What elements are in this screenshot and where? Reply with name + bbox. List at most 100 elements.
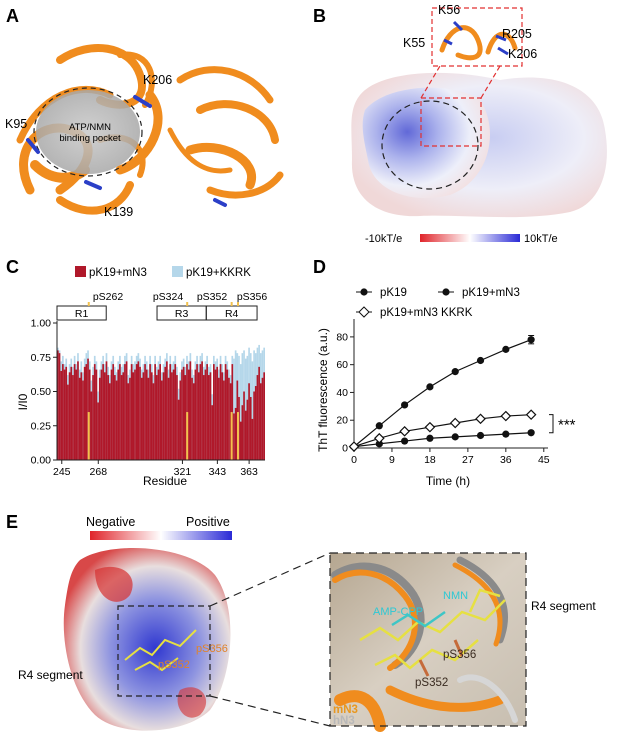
- bar-kkrk: [251, 361, 254, 460]
- bar-mn3: [80, 372, 83, 460]
- data-point-diamond: [348, 441, 360, 452]
- bar-mn3: [167, 377, 170, 460]
- bar-mn3: [90, 391, 93, 460]
- bar-kkrk: [234, 350, 237, 460]
- bar-mn3: [60, 370, 63, 460]
- cartoon-overlay-e: [331, 556, 518, 732]
- label-r4-segment-right: R4 segment: [531, 599, 596, 613]
- data-point-circle: [476, 356, 485, 365]
- chart-d-legend: pK19 pK19+mN3 pK19+mN3 KKRK: [356, 287, 520, 319]
- label-nmn: NMN: [443, 590, 468, 602]
- protein-cartoon-a: [16, 44, 284, 215]
- bar-mn3: [161, 380, 163, 460]
- bar-mn3: [248, 383, 250, 460]
- bar-mn3: [169, 364, 172, 460]
- phospho-label: pS324: [153, 291, 184, 303]
- label-k206-b: K206: [508, 47, 537, 61]
- bar-mn3: [219, 364, 222, 460]
- bar-mn3: [139, 366, 141, 460]
- bar-mn3: [57, 350, 59, 460]
- bar-mn3: [120, 375, 123, 460]
- data-point-diamond: [475, 413, 486, 425]
- data-point-circle: [451, 368, 459, 376]
- series-line: [353, 339, 532, 448]
- bar-mn3: [85, 364, 88, 460]
- bar-mn3: [124, 364, 126, 460]
- chart-d-ytick-label: 60: [336, 359, 348, 371]
- chart-d-ytick-label: 0: [342, 443, 348, 455]
- colorbar-max-label: 10kT/e: [524, 233, 558, 245]
- bar-mn3: [72, 375, 74, 460]
- bar-mn3: [129, 377, 131, 460]
- label-pocket-1: ATP/NMN: [69, 122, 111, 133]
- region-box: [56, 305, 107, 321]
- bar-mn3: [233, 413, 235, 460]
- bar-mn3: [154, 364, 156, 460]
- bar-mn3: [145, 369, 148, 460]
- zoom-box-left-e: [117, 605, 211, 697]
- label-k139: K139: [104, 205, 133, 219]
- bar-mn3: [67, 384, 69, 460]
- bar-mn3: [256, 375, 259, 460]
- bar-mn3: [112, 364, 115, 460]
- bar-mn3: [246, 399, 249, 460]
- panel-letter-a: A: [6, 6, 19, 26]
- bar-mn3: [152, 383, 155, 460]
- data-point-circle: [401, 437, 409, 445]
- bar-mn3: [134, 369, 136, 460]
- bar-mn3: [127, 383, 130, 460]
- label-k55: K55: [403, 36, 425, 50]
- panel-b: B K56 K55 R205 K206 -10kT/e 10kT/e: [313, 3, 607, 245]
- bar-mn3: [216, 366, 219, 460]
- bar-mn3: [159, 364, 161, 460]
- bar-mn3: [221, 372, 224, 460]
- bar-mn3: [125, 361, 128, 460]
- legend-label-kkrk: pK19+KKRK: [186, 267, 251, 279]
- bar-mn3: [63, 369, 66, 460]
- bar-mn3: [97, 402, 99, 460]
- bar-mn3: [75, 369, 78, 460]
- bar-mn3: [239, 421, 242, 460]
- bar-mn3: [142, 372, 145, 460]
- panel-c: C pK19+mN3 pK19+KKRK 0.00 0.25 0.50 0.75 1.0…: [6, 257, 267, 488]
- bar-mn3: [191, 377, 193, 460]
- bar-mn3: [251, 418, 254, 460]
- region-label: R1: [75, 308, 89, 320]
- bar-mn3: [150, 372, 153, 460]
- bar-kkrk: [239, 364, 242, 460]
- bar-mn3: [213, 364, 215, 460]
- bar-mn3: [109, 383, 111, 460]
- bar-mn3: [122, 372, 125, 460]
- bar-mn3: [218, 377, 220, 460]
- bar-mn3: [157, 369, 160, 460]
- electrostatic-colorbar: [420, 234, 520, 242]
- bar-mn3: [87, 358, 89, 460]
- chart-c-xtick-label: 343: [209, 466, 227, 478]
- bar-mn3: [77, 361, 79, 460]
- panel-d: D pK19 pK19+mN3 pK19+mN3 KKRK 0 20 40 60 80 0 9 1…: [313, 257, 576, 488]
- bar-mn3: [82, 380, 84, 460]
- bar-mn3: [70, 366, 73, 460]
- bar-mn3: [172, 369, 175, 460]
- legend-label-mn3: pK19+mN3: [89, 267, 147, 279]
- bar-mn3: [176, 375, 178, 460]
- bar-mn3: [105, 361, 108, 460]
- panel-letter-c: C: [6, 257, 19, 277]
- bar-mn3: [182, 366, 185, 460]
- bar-mn3: [164, 366, 167, 460]
- bar-mn3: [73, 364, 76, 460]
- bar-mn3: [107, 375, 109, 460]
- label-ps356-left: pS356: [196, 643, 228, 655]
- bar-mn3: [130, 364, 133, 460]
- label-pocket-2: binding pocket: [59, 133, 121, 144]
- bar-mn3: [254, 386, 257, 460]
- data-point-circle: [375, 422, 383, 430]
- chart-c-xtick-label: 363: [240, 466, 258, 478]
- bar-mn3: [204, 369, 207, 460]
- bar-mn3: [144, 364, 146, 460]
- binding-pocket-shape: [36, 90, 140, 174]
- tht-fluorescence-chart: 0 20 40 60 80 0 9 18 27 36 45 ***: [336, 319, 576, 466]
- chart-d-xtick-label: 9: [389, 454, 395, 466]
- panel-letter-b: B: [313, 6, 326, 26]
- series-line: [353, 432, 532, 448]
